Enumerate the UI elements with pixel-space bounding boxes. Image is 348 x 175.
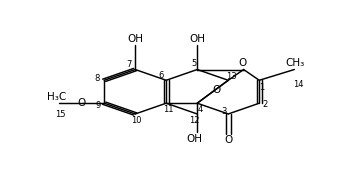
Text: 2: 2: [262, 100, 267, 109]
Text: 1: 1: [259, 83, 264, 92]
Text: 7: 7: [127, 60, 132, 69]
Text: 14: 14: [293, 80, 303, 89]
Text: CH₃: CH₃: [285, 58, 304, 68]
Text: 13: 13: [226, 72, 236, 81]
Text: H₃C: H₃C: [47, 92, 66, 102]
Text: OH: OH: [127, 34, 143, 44]
Text: O: O: [239, 58, 247, 68]
Text: 10: 10: [131, 116, 142, 125]
Text: 8: 8: [94, 74, 99, 83]
Text: 11: 11: [163, 105, 174, 114]
Text: 5: 5: [191, 59, 197, 68]
Text: 4: 4: [197, 105, 203, 114]
Text: O: O: [77, 98, 86, 108]
Text: 9: 9: [96, 101, 101, 110]
Text: OH: OH: [187, 134, 203, 144]
Text: 15: 15: [55, 110, 65, 119]
Text: 6: 6: [158, 71, 164, 80]
Text: 3: 3: [221, 107, 227, 116]
Text: O: O: [224, 135, 232, 145]
Text: OH: OH: [189, 34, 205, 44]
Text: 12: 12: [189, 116, 199, 125]
Text: O: O: [213, 85, 221, 95]
